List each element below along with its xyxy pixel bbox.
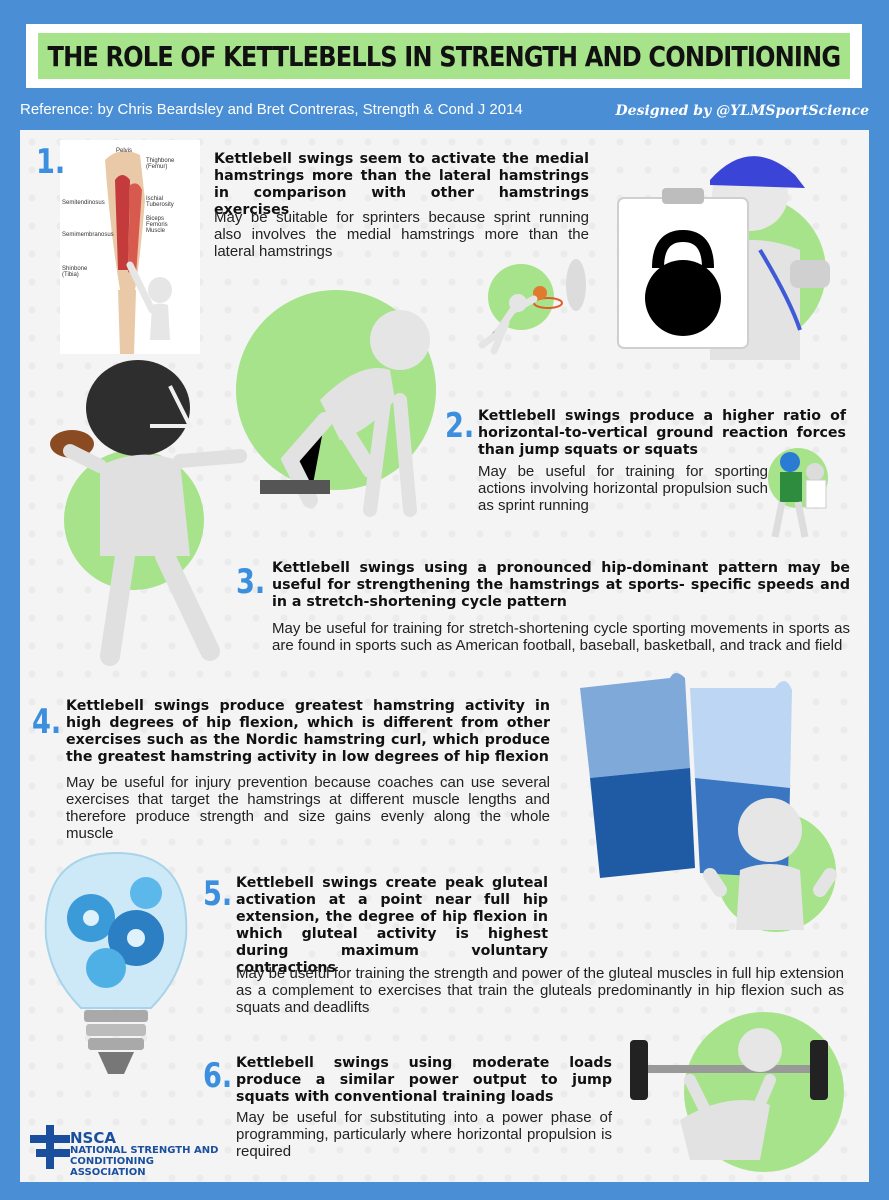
hamstring-anatomy-icon (60, 140, 200, 354)
label-biceps: Biceps Femoris Muscle (146, 216, 168, 234)
label-ischial: Ischial Tuberosity (146, 196, 174, 208)
section-3-number: 3. (236, 562, 266, 602)
section-5-heading: Kettlebell swings create peak gluteal ac… (236, 875, 548, 976)
label-thighbone: Thighbone (Femur) (146, 158, 175, 170)
lightbulb-gears-icon (44, 851, 188, 1074)
reference-text: Reference: by Chris Beardsley and Bret C… (20, 101, 523, 118)
section-6-number: 6. (203, 1056, 233, 1096)
section-3-body: May be useful for training for stretch-s… (272, 620, 850, 654)
nsca-logo: NSCA NATIONAL STRENGTH AND CONDITIONING … (30, 1125, 220, 1178)
football-players-icon (771, 452, 827, 538)
section-2-number: 2. (445, 406, 475, 446)
page-title: THE ROLE OF KETTLEBELLS IN STRENGTH AND … (47, 39, 842, 73)
coach-kettlebell-icon (617, 156, 830, 360)
label-semimembranosus: Semimembranosus (62, 232, 114, 238)
label-pelvis: Pelvis (116, 148, 133, 154)
section-4-body: May be useful for injury prevention beca… (66, 774, 550, 842)
section-2-body: May be useful for training for sporting … (478, 463, 768, 514)
label-shinbone: Shinbone (Tibia) (62, 266, 88, 278)
nsca-emblem-icon (30, 1125, 70, 1169)
label-semitendinosus: Semitendinosus (62, 200, 105, 206)
section-1-heading: Kettlebell swings seem to activate the m… (214, 151, 589, 218)
bench-press-icon (630, 1028, 828, 1160)
section-1-number: 1. (36, 142, 66, 182)
section-2-heading: Kettlebell swings produce a higher ratio… (478, 408, 846, 458)
section-6-body: May be useful for substituting into a po… (236, 1109, 612, 1160)
thumbs-up-icon (703, 798, 837, 930)
title-banner: THE ROLE OF KETTLEBELLS IN STRENGTH AND … (38, 33, 850, 79)
nsca-line1: NATIONAL STRENGTH AND (70, 1145, 219, 1156)
nsca-wordmark: NSCA NATIONAL STRENGTH AND CONDITIONING … (70, 1129, 220, 1179)
quarterback-icon (50, 360, 247, 666)
section-1-body: May be suitable for sprinters because sp… (214, 209, 589, 260)
designed-by: Designed by @YLMSportScience (615, 103, 869, 119)
title-frame: THE ROLE OF KETTLEBELLS IN STRENGTH AND … (26, 24, 862, 88)
section-4-number: 4. (32, 702, 62, 742)
section-4-heading: Kettlebell swings produce greatest hamst… (66, 698, 550, 765)
nsca-line2: CONDITIONING ASSOCIATION (70, 1156, 154, 1178)
basketball-player-icon (478, 259, 586, 355)
section-5-number: 5. (203, 874, 233, 914)
nsca-acronym: NSCA (70, 1129, 116, 1147)
section-5-body: May be useful for training the strength … (236, 965, 844, 1016)
sprinter-icon (260, 310, 430, 517)
section-6-heading: Kettlebell swings using moderate loads p… (236, 1055, 612, 1105)
section-3-heading: Kettlebell swings using a pronounced hip… (272, 560, 850, 610)
